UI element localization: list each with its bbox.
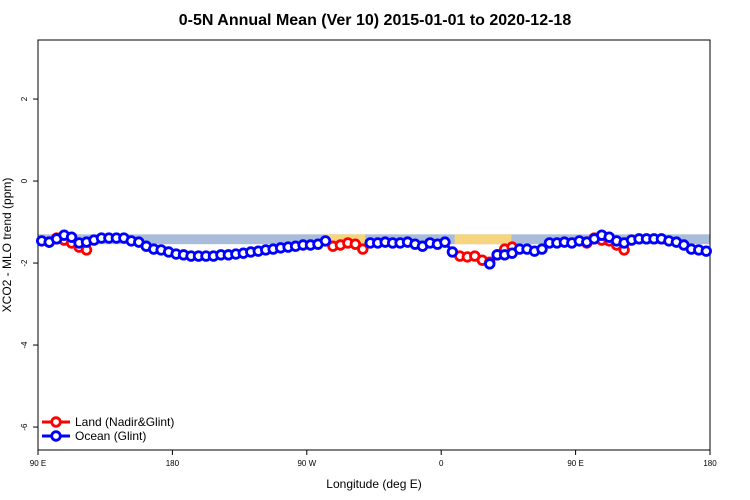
x-tick-label: 90 E bbox=[567, 459, 583, 468]
data-point bbox=[484, 258, 496, 270]
x-tick-label: 90 E bbox=[30, 459, 46, 468]
x-tick-label: 0 bbox=[439, 459, 444, 468]
x-tick-label: 180 bbox=[166, 459, 180, 468]
band bbox=[454, 234, 512, 245]
y-axis-label: XCO2 - MLO trend (ppm) bbox=[0, 178, 14, 313]
data-point bbox=[439, 236, 451, 248]
data-point bbox=[65, 231, 78, 243]
data-point bbox=[349, 238, 362, 250]
chart-title: 0-5N Annual Mean (Ver 10) 2015-01-01 to … bbox=[179, 12, 572, 29]
legend-marker bbox=[50, 416, 62, 428]
data-point bbox=[446, 246, 459, 258]
x-tick-label: 90 W bbox=[297, 459, 316, 468]
y-tick-label: 2 bbox=[20, 96, 29, 101]
y-tick-label: 0 bbox=[20, 178, 29, 183]
legend-marker bbox=[50, 430, 62, 442]
x-axis-label: Longitude (deg E) bbox=[326, 477, 421, 491]
data-point bbox=[700, 245, 712, 257]
y-tick-label: -4 bbox=[20, 341, 29, 349]
data-point bbox=[357, 243, 369, 255]
data-point bbox=[319, 235, 332, 247]
y-tick-label: -6 bbox=[20, 423, 29, 431]
legend-label: Land (Nadir&Glint) bbox=[75, 415, 174, 429]
data-point bbox=[536, 243, 548, 255]
legend-label: Ocean (Glint) bbox=[75, 429, 146, 443]
x-tick-label: 180 bbox=[703, 459, 717, 468]
y-tick-label: -2 bbox=[20, 259, 29, 267]
